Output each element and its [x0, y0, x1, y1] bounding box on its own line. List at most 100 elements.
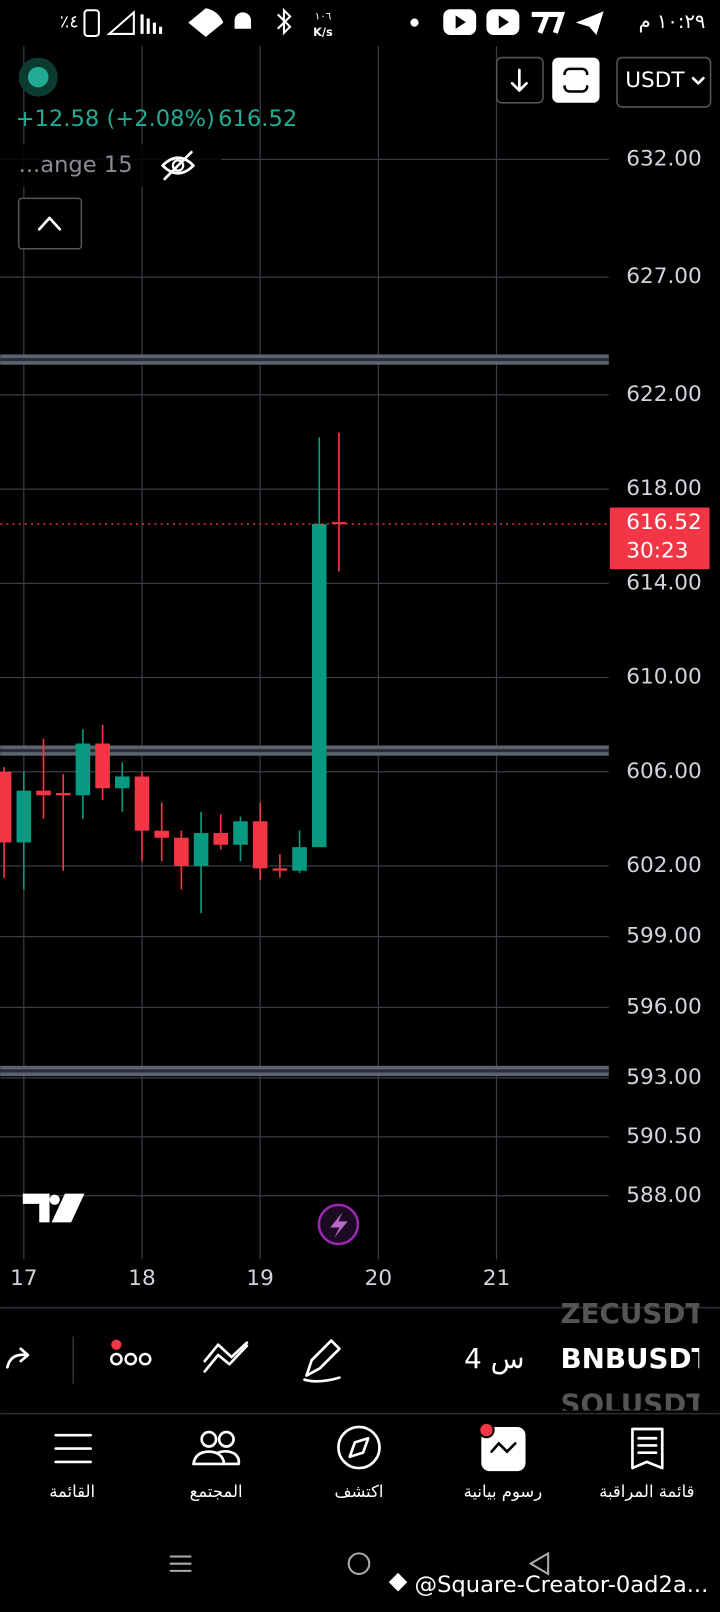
indicators-button[interactable] — [109, 1339, 152, 1366]
nav-community[interactable]: المجتمع — [190, 1430, 243, 1502]
y-tick-label: 588.00 — [626, 1183, 702, 1208]
candle-body — [311, 523, 327, 848]
candle-body — [16, 790, 32, 843]
candle-body — [95, 743, 110, 789]
dot — [410, 18, 419, 27]
plot: 632.00 627.00 622.00 618.00 614.00 610.00 606.… — [0, 46, 710, 1291]
nav-charts[interactable]: رسوم بيانية — [464, 1421, 543, 1502]
candle-body — [115, 776, 130, 789]
x-tick-label: 20 — [365, 1266, 392, 1291]
nav-label[interactable]: المجتمع — [190, 1482, 243, 1502]
last-price-box — [609, 507, 710, 570]
candle-body — [0, 771, 12, 843]
battery-text: ٪٤ — [60, 13, 79, 33]
candle-body — [154, 830, 169, 838]
back-button[interactable] — [528, 1551, 550, 1576]
draw-button[interactable] — [303, 1339, 341, 1383]
telegram-icon — [575, 11, 604, 35]
speed-unit: K/s — [313, 26, 333, 39]
tradingview-logo — [22, 1193, 85, 1223]
y-tick-label: 593.00 — [626, 1065, 702, 1090]
watermark-logo — [388, 1572, 408, 1592]
currency[interactable]: USDT — [625, 68, 685, 93]
play — [498, 15, 510, 29]
play — [455, 15, 466, 29]
nav-label[interactable]: القائمة — [49, 1482, 95, 1501]
nav-menu[interactable]: القائمة — [49, 1433, 95, 1501]
y-tick-label: 590.50 — [626, 1124, 702, 1149]
fullscreen-button[interactable] — [552, 57, 600, 103]
indicator-bg — [0, 143, 222, 188]
y-tick-label: 606.00 — [626, 759, 702, 784]
candle-body — [331, 522, 347, 525]
x-tick-label: 19 — [246, 1266, 273, 1291]
y-tick-label: 610.00 — [626, 665, 702, 690]
y-tick-label: 622.00 — [626, 382, 702, 407]
symbol[interactable]: SOLUSDT — [560, 1387, 705, 1420]
y-tick-label: 632.00 — [626, 146, 702, 171]
countdown-label: 30:23 — [626, 539, 688, 564]
nav-watchlist[interactable]: قائمة المراقبة — [599, 1427, 694, 1502]
tradingview-logo-dot — [49, 1194, 60, 1205]
symbol-current[interactable]: BNBUSDT — [560, 1342, 710, 1375]
lightning-button[interactable] — [317, 1203, 360, 1246]
bottom-nav: القائمة المجتمع اكتشف رسوم بيانية قائمة … — [49, 1421, 694, 1502]
watermark: @Square-Creator-0ad2a... — [414, 1572, 708, 1598]
status-bar: ٪٤ ١٠٦ K/s ١٠:٢٩ م — [60, 7, 706, 39]
toolbar: 4 س ZECUSDT BNBUSDT SOLUSDT — [6, 1297, 710, 1420]
nav-explore[interactable]: اكتشف — [334, 1425, 383, 1501]
candle-body — [272, 868, 288, 871]
y-tick-label: 602.00 — [626, 853, 702, 878]
bluetooth-icon — [277, 7, 292, 36]
header: +12.58 (+2.08%) 616.52 ...ange 15 USDT — [0, 56, 712, 250]
interval[interactable]: 4 س — [464, 1342, 524, 1375]
candle-body — [134, 776, 150, 831]
last-price-label: 616.52 — [626, 510, 702, 535]
clock: ١٠:٢٩ م — [639, 10, 706, 33]
symbol-picker[interactable]: ZECUSDT BNBUSDT SOLUSDT — [560, 1297, 710, 1420]
redo-button[interactable] — [6, 1347, 30, 1369]
x-tick-label: 18 — [128, 1266, 155, 1291]
mute-icon — [234, 12, 252, 29]
y-tick-label: 627.00 — [626, 264, 702, 289]
price-change: +12.58 (+2.08%) — [16, 106, 215, 132]
wifi-icon — [188, 8, 224, 38]
currency-dropdown[interactable]: USDT — [616, 56, 712, 108]
system-nav: @Square-Creator-0ad2a... — [169, 1551, 708, 1598]
header-price: 616.52 — [218, 106, 297, 132]
candle-body — [233, 821, 248, 845]
collapse-button[interactable] — [17, 197, 83, 250]
candle-body — [292, 847, 307, 871]
symbol[interactable]: ZECUSDT — [560, 1297, 704, 1330]
candle-body — [36, 790, 51, 796]
candle-body — [193, 833, 209, 866]
nav-label[interactable]: قائمة المراقبة — [599, 1482, 694, 1502]
indicator-label[interactable]: ...ange 15 — [19, 152, 133, 178]
home-button[interactable] — [347, 1552, 371, 1575]
nav-label[interactable]: رسوم بيانية — [464, 1482, 543, 1502]
signal-icon — [106, 10, 135, 35]
y-tick-label: 614.00 — [626, 570, 702, 595]
tv-icon — [531, 11, 566, 34]
hide-indicator[interactable] — [161, 150, 195, 181]
patterns-button[interactable] — [203, 1341, 249, 1373]
candle-body — [55, 792, 71, 796]
nav-label[interactable]: اكتشف — [334, 1482, 383, 1501]
candle-body — [213, 833, 229, 845]
x-tick-label: 21 — [483, 1266, 510, 1291]
y-tick-label: 599.00 — [626, 924, 702, 949]
x-tick-label: 17 — [10, 1266, 37, 1291]
y-tick-label: 596.00 — [626, 994, 702, 1019]
signal-bars — [140, 14, 163, 34]
speed: ١٠٦ — [315, 10, 332, 22]
scroll-down-button[interactable] — [495, 56, 544, 104]
status-dot — [27, 66, 49, 88]
candle-body — [252, 821, 268, 869]
recents-button[interactable] — [169, 1555, 192, 1572]
battery-icon — [83, 9, 100, 38]
candle-body — [75, 743, 91, 796]
candle-body — [174, 837, 189, 866]
